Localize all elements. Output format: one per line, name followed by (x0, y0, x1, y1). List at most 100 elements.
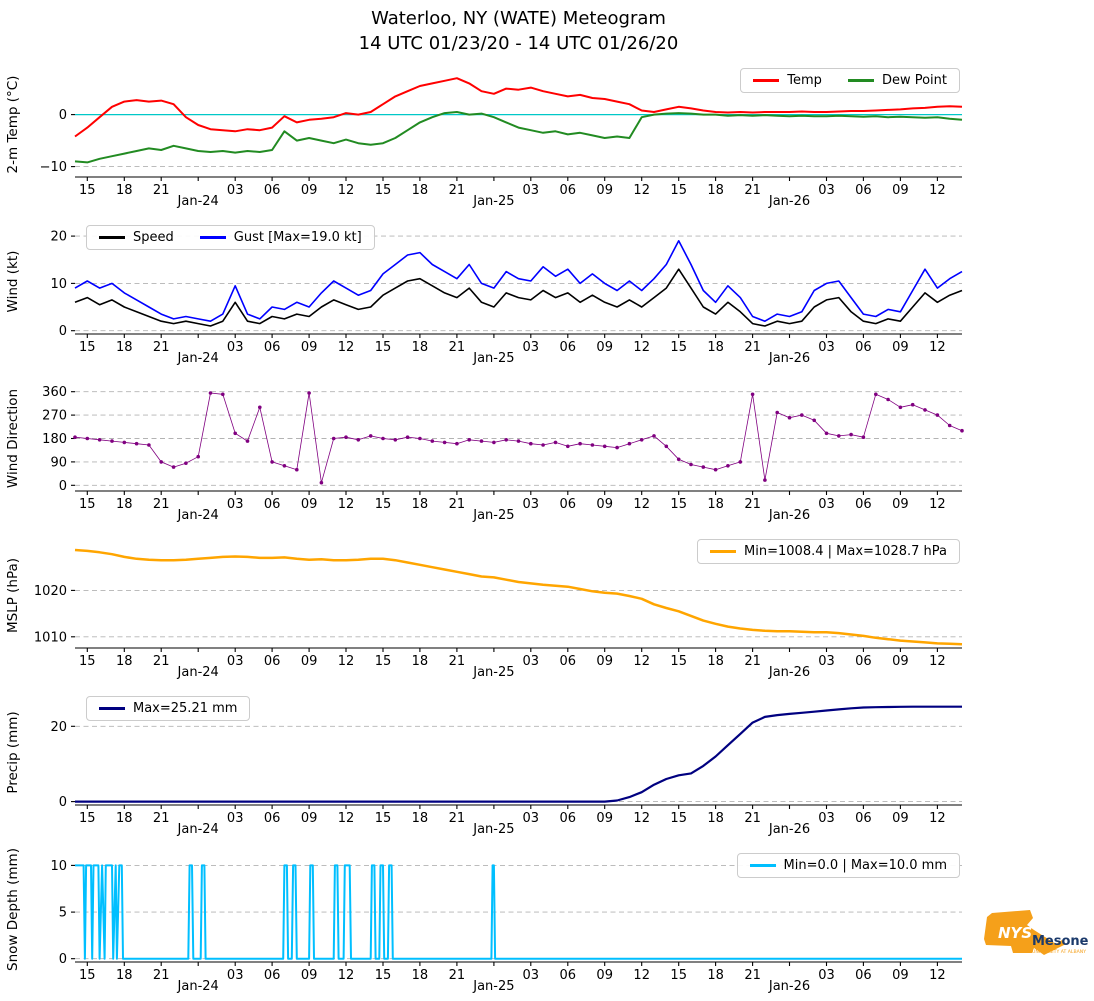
x-tick-label: 03 (227, 340, 244, 355)
direction-dot (516, 439, 521, 443)
x-tick-label: 12 (633, 811, 650, 826)
direction-dot (295, 467, 299, 472)
direction-dot (738, 460, 743, 464)
x-tick-label: Jan-24 (177, 194, 219, 209)
dew-point-legend-label: Dew Point (881, 73, 947, 88)
direction-dot (910, 402, 915, 407)
y-tick-label: 5 (59, 906, 67, 921)
x-tick-label: Jan-26 (768, 508, 810, 523)
x-tick-label: 09 (892, 968, 909, 983)
x-tick-label: 15 (375, 497, 392, 512)
x-tick-label: 21 (744, 497, 761, 512)
y-axis-label: Wind Direction (5, 389, 21, 488)
direction-dot (393, 438, 398, 442)
x-tick-label: 18 (412, 497, 429, 512)
x-tick-label: 12 (338, 811, 355, 826)
x-tick-label: 12 (929, 811, 946, 826)
temp-plot-area: 0 −10 15 18 21 Jan-24 03 06 09 12 15 18 21 Jan-25 03 06… (0, 62, 1094, 219)
x-tick-label: 06 (855, 811, 872, 826)
x-tick-label: 21 (153, 340, 170, 355)
x-tick-label: 03 (523, 340, 540, 355)
x-tick-label: 09 (301, 497, 318, 512)
x-tick-label: 18 (116, 968, 133, 983)
y-tick-label: 90 (50, 455, 67, 470)
legend-item-mslp: Min=1008.4 | Max=1028.7 hPa (710, 544, 947, 559)
direction-dot (578, 441, 582, 446)
x-tick-label: 03 (818, 811, 835, 826)
mslp-plot-area: 1010 1020 15 18 21 Jan-24 03 06 09 12 15 18 21 Jan-25… (0, 533, 1094, 690)
x-tick-label: 12 (338, 340, 355, 355)
direction-dot (479, 439, 484, 443)
wind-plot: 0 10 20 15 18 21 Jan-24 03 06 09 12 15 18 21 Jan-25 03 0… (5, 230, 963, 366)
x-tick-label: Jan-26 (768, 979, 810, 994)
x-tick-label: Jan-25 (472, 508, 514, 523)
x-tick-label: 18 (707, 654, 724, 669)
x-tick-label: 09 (892, 340, 909, 355)
x-tick-label: 12 (338, 968, 355, 983)
x-tick-label: Jan-25 (472, 822, 514, 837)
direction-dot (861, 435, 866, 439)
speed-line-swatch (99, 236, 125, 239)
snow-depth-line-swatch (749, 864, 776, 867)
x-tick-label: Jan-24 (177, 351, 219, 366)
temp-line-swatch (753, 79, 780, 82)
gust-line-swatch (199, 236, 226, 239)
x-tick-label: 12 (929, 968, 946, 983)
legend-item-dew-point: Dew Point (847, 73, 947, 88)
direction-dot (344, 435, 348, 439)
y-axis-label: MSLP (hPa) (5, 558, 21, 633)
x-tick-label: 09 (596, 811, 613, 826)
title-block: Waterloo, NY (WATE) Meteogram 14 UTC 01/… (75, 0, 962, 62)
direction-dot (837, 434, 841, 438)
mslp-legend-label: Min=1008.4 | Max=1028.7 hPa (744, 544, 947, 559)
y-axis-label: Wind (kt) (5, 251, 21, 313)
direction-dot (615, 445, 619, 450)
direction-dot (960, 428, 964, 433)
x-tick-label: 12 (338, 654, 355, 669)
direction-dot (159, 460, 163, 464)
x-tick-label: Jan-26 (768, 351, 810, 366)
speed-legend-label: Speed (133, 230, 174, 245)
x-tick-label: 03 (227, 811, 244, 826)
y-tick-label: 0 (59, 952, 67, 967)
x-tick-label: 09 (892, 183, 909, 198)
y-tick-label: 1010 (34, 630, 67, 645)
x-tick-label: 09 (596, 654, 613, 669)
x-tick-label: 18 (116, 340, 133, 355)
nys-mesonet-logo: NYS Mesonet UNIVERSITY AT ALBANY (976, 903, 1094, 965)
x-tick-label: 18 (412, 968, 429, 983)
x-tick-label: Jan-25 (472, 351, 514, 366)
direction-series (74, 392, 963, 484)
direction-dot (750, 392, 755, 397)
snow-depth-plot-area: 0 5 10 15 18 21 Jan-24 03 06 09 12 15 18 21 Jan-25 03 06… (0, 847, 1094, 1001)
x-tick-label: 03 (818, 183, 835, 198)
direction-dot (812, 418, 816, 423)
x-tick-label: 12 (929, 340, 946, 355)
x-tick-label: 18 (412, 340, 429, 355)
direction-dot (430, 439, 435, 443)
x-tick-label: 15 (670, 340, 687, 355)
x-tick-label: 03 (523, 968, 540, 983)
direction-dot (701, 465, 706, 469)
x-tick-label: 12 (929, 497, 946, 512)
x-tick-label: 21 (449, 340, 466, 355)
temp-legend: Temp Dew Point (740, 68, 960, 93)
x-tick-label: Jan-25 (472, 665, 514, 680)
direction-dot (898, 405, 903, 410)
precip-line-swatch (99, 707, 125, 710)
direction-dot (221, 392, 225, 397)
direction-dot (664, 444, 669, 449)
x-tick-label: 21 (744, 183, 761, 198)
x-tick-label: 15 (670, 811, 687, 826)
x-tick-label: 15 (670, 654, 687, 669)
direction-dot (492, 440, 496, 445)
y-axis-label: Snow Depth (mm) (5, 848, 21, 971)
direction-dot (122, 440, 127, 445)
y-tick-label: 0 (59, 479, 67, 494)
x-tick-label: 21 (449, 497, 466, 512)
x-tick-label: 06 (560, 340, 577, 355)
x-tick-label: 15 (79, 654, 96, 669)
x-tick-label: Jan-26 (768, 194, 810, 209)
x-tick-label: 09 (892, 811, 909, 826)
x-tick-label: 15 (79, 968, 96, 983)
